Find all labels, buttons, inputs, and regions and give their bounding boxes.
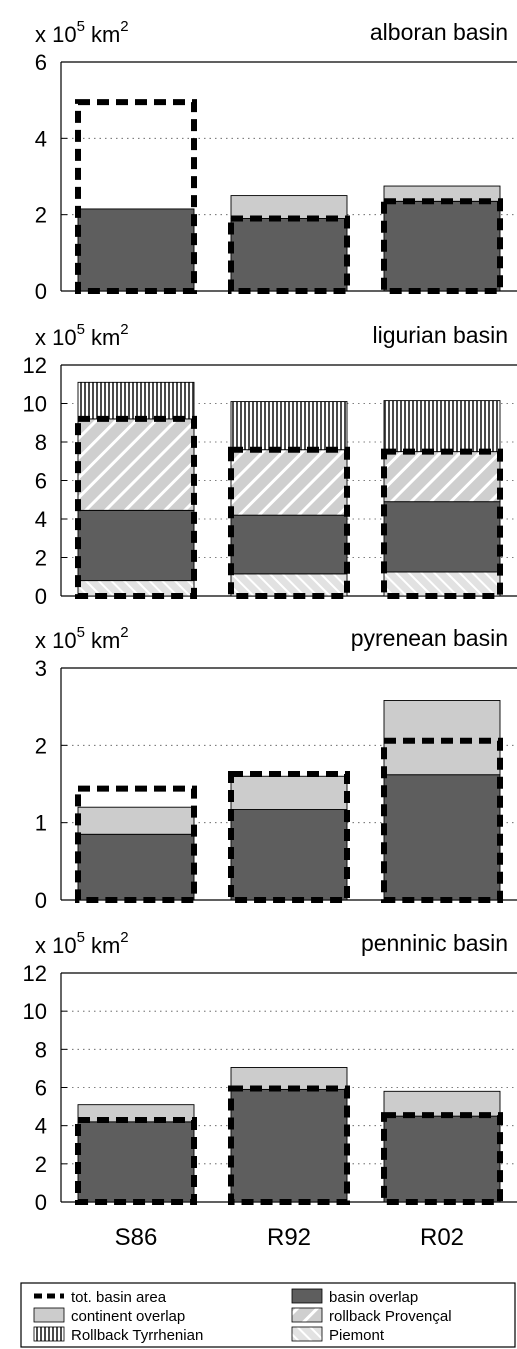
x-tick-labels: S86 R92 R02 <box>115 1224 464 1251</box>
bar-continent-overlap <box>77 806 195 835</box>
y-tick-label: 6 <box>35 50 47 75</box>
y-tick-label: 6 <box>35 1076 47 1101</box>
y-tick-label: 0 <box>35 888 47 913</box>
unit-label: x 105 km2 <box>35 321 129 350</box>
bar-rollback-tyrrhenian <box>383 400 501 453</box>
y-tick-label: 2 <box>35 546 47 571</box>
y-tick-label: 4 <box>35 126 47 151</box>
bar-rollback-provencal <box>383 451 501 503</box>
y-tick-label: 12 <box>23 961 47 986</box>
legend-swatch <box>33 1326 65 1342</box>
bar-rollback-tyrrhenian <box>230 401 348 451</box>
bar-basin-overlap <box>230 1088 348 1203</box>
legend-label: Rollback Tyrrhenian <box>71 1327 203 1344</box>
tot-basin-area-outline <box>228 446 350 600</box>
legend-label: Piemont <box>329 1327 385 1344</box>
legend-box <box>20 1282 516 1348</box>
tot-basin-area-outline <box>381 737 503 904</box>
legend-label: continent overlap <box>71 1308 185 1325</box>
bar-basin-overlap <box>77 509 195 582</box>
bar-basin-overlap <box>383 774 501 901</box>
legend-label: rollback Provençal <box>329 1308 452 1325</box>
legend-swatch <box>33 1307 65 1323</box>
legend-swatch <box>291 1307 323 1323</box>
legend-item-tot-basin-area: tot. basin area <box>34 1289 167 1306</box>
panel-title: pyrenean basin <box>351 625 508 651</box>
tot-basin-area-outline <box>228 1085 350 1206</box>
y-tick-label: 1 <box>35 811 47 836</box>
y-tick-label: 6 <box>35 469 47 494</box>
tot-basin-area-outline <box>75 415 197 599</box>
bar-piemont <box>383 571 501 597</box>
y-tick-label: 0 <box>35 279 47 304</box>
tot-basin-area-outline <box>75 785 197 904</box>
x-tick-label: R92 <box>267 1224 311 1251</box>
bar-basin-overlap <box>230 809 348 901</box>
bar-continent-overlap <box>383 1090 501 1117</box>
bar-continent-overlap <box>230 195 348 219</box>
legend-swatch <box>291 1288 323 1304</box>
legend-label: tot. basin area <box>71 1289 167 1306</box>
legend-item-piemont: Piemont <box>291 1326 385 1344</box>
bar-basin-overlap <box>77 208 195 292</box>
chart-panel-1: x 105 km2 ligurian basin 0 2 4 6 8 10 12 <box>23 321 517 609</box>
unit-label: x 105 km2 <box>35 18 129 47</box>
legend-label: basin overlap <box>329 1289 418 1306</box>
unit-label: x 105 km2 <box>35 929 129 958</box>
y-tick-label: 3 <box>35 656 47 681</box>
legend: tot. basin area basin overlap continent ov… <box>20 1282 516 1348</box>
bar-rollback-tyrrhenian <box>77 381 195 420</box>
legend-item-rollback-provencal: rollback Provençal <box>291 1307 452 1325</box>
bar-basin-overlap <box>383 200 501 292</box>
bar-continent-overlap <box>230 775 348 810</box>
panel-title: alboran basin <box>370 19 508 45</box>
y-tick-label: 2 <box>35 203 47 228</box>
legend-item-rollback-tyrrhenian: Rollback Tyrrhenian <box>33 1326 203 1344</box>
unit-label: x 105 km2 <box>35 624 129 653</box>
y-tick-label: 0 <box>35 584 47 609</box>
tot-basin-area-outline <box>381 1112 503 1205</box>
y-tick-label: 4 <box>35 507 47 532</box>
x-tick-label: S86 <box>115 1224 158 1251</box>
bar-basin-overlap <box>77 833 195 901</box>
chart-panel-3: x 105 km2 penninic basin 0 2 4 6 8 10 12 <box>23 929 517 1215</box>
y-tick-label: 10 <box>23 999 47 1024</box>
tot-basin-area-outline <box>228 770 350 903</box>
y-tick-label: 0 <box>35 1190 47 1215</box>
tot-basin-area-outline <box>75 99 197 294</box>
panel-title: ligurian basin <box>372 322 508 348</box>
legend-item-continent-overlap: continent overlap <box>33 1307 185 1325</box>
y-tick-label: 12 <box>23 353 47 378</box>
chart-panel-2: x 105 km2 pyrenean basin 0 1 2 3 <box>35 624 517 913</box>
tot-basin-area-outline <box>75 1116 197 1205</box>
bar-piemont <box>230 573 348 597</box>
bar-rollback-provencal <box>77 418 195 511</box>
y-tick-label: 2 <box>35 733 47 758</box>
tot-basin-area-outline <box>381 448 503 599</box>
y-tick-label: 4 <box>35 1114 47 1139</box>
y-tick-label: 2 <box>35 1152 47 1177</box>
y-tick-label: 10 <box>23 392 47 417</box>
x-tick-label: R02 <box>420 1224 464 1251</box>
legend-swatch <box>291 1326 323 1342</box>
bar-basin-overlap <box>230 218 348 292</box>
bar-basin-overlap <box>383 1115 501 1203</box>
bar-basin-overlap <box>77 1121 195 1203</box>
y-tick-label: 8 <box>35 1037 47 1062</box>
tot-basin-area-outline <box>228 215 350 295</box>
bar-continent-overlap <box>383 700 501 776</box>
y-tick-label: 8 <box>35 430 47 455</box>
tot-basin-area-outline <box>381 198 503 294</box>
bar-rollback-provencal <box>230 449 348 516</box>
chart-panel-0: x 105 km2 alboran basin 0 2 4 6 <box>35 18 517 304</box>
legend-item-basin-overlap: basin overlap <box>291 1288 418 1306</box>
bar-basin-overlap <box>383 501 501 573</box>
bar-basin-overlap <box>230 514 348 575</box>
panel-title: penninic basin <box>361 930 508 956</box>
